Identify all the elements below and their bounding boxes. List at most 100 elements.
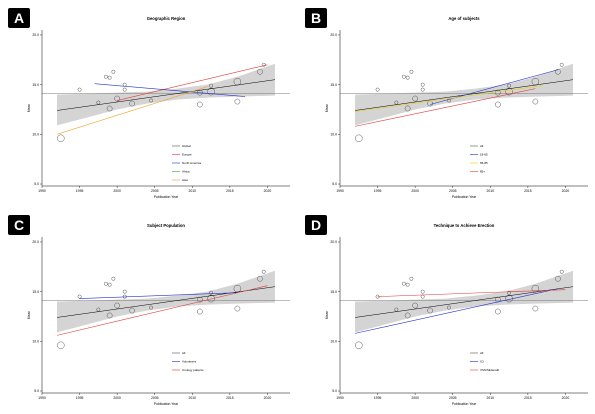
data-point (196, 296, 203, 303)
y-tick-label: 20.0 (32, 240, 39, 244)
legend-entry: All (182, 351, 186, 355)
chart-panel-b: Age of subjects 1990 1995 2000 2005 2010 2015 2… (325, 16, 588, 199)
chart-panel-a: Geographic Region 1990 1995 2000 2005 2010 201… (27, 16, 290, 199)
data-point (420, 289, 425, 294)
x-tick-label: 2010 (487, 396, 495, 400)
data-point (505, 87, 513, 96)
data-point (494, 308, 501, 315)
data-point (129, 307, 136, 314)
data-point (420, 294, 425, 299)
data-point (532, 305, 539, 312)
series-line (117, 64, 268, 101)
overall-trend-line (56, 286, 276, 318)
data-point (355, 341, 363, 350)
data-point (114, 302, 120, 309)
legend-entry: Europe (182, 153, 192, 157)
data-point (207, 294, 215, 303)
legend-entry: Global (182, 144, 191, 148)
data-point (355, 134, 363, 143)
y-tick-label: 15.0 (32, 290, 39, 294)
data-point (196, 308, 203, 315)
data-point (209, 290, 214, 295)
data-point (409, 69, 414, 74)
panel-badge-box (305, 215, 327, 235)
legend-entry: 65-85 (480, 161, 488, 165)
data-point (107, 75, 112, 80)
y-tick-label: 10.0 (330, 340, 337, 344)
x-tick-label: 1995 (374, 396, 382, 400)
y-tick-label: 15.0 (330, 290, 337, 294)
x-axis-label: Publication Year (452, 195, 477, 199)
x-tick-label: 2010 (189, 396, 197, 400)
legend-entry: 18-65 (480, 153, 488, 157)
y-tick-label: 10.0 (32, 340, 39, 344)
chart-title: Age of subjects (448, 16, 480, 21)
data-point (261, 269, 266, 274)
y-tick-label: 5.0 (332, 389, 337, 393)
data-point (494, 101, 501, 108)
x-axis-label: Publication Year (154, 195, 179, 199)
panel-label: C (14, 217, 24, 233)
x-axis-label: Publication Year (452, 402, 477, 406)
data-point (114, 95, 120, 102)
y-axis-label: Mean (27, 311, 31, 320)
data-point (427, 307, 434, 314)
data-point (96, 100, 101, 105)
data-point (122, 289, 127, 294)
x-tick-label: 2005 (449, 396, 457, 400)
overall-trend-line (354, 286, 574, 318)
data-point (555, 275, 561, 282)
panel-badge-box (8, 215, 30, 235)
x-tick-label: 2010 (487, 189, 495, 193)
chart-title: Geographic Region (147, 16, 186, 21)
confidence-band (57, 270, 275, 333)
legend-entry: Urology patients (182, 368, 204, 372)
data-point (394, 100, 399, 105)
data-point (420, 87, 425, 92)
data-point (77, 294, 82, 299)
x-tick-label: 2000 (113, 396, 121, 400)
series-line (354, 85, 543, 112)
data-point (507, 290, 512, 295)
legend-entry: All (480, 351, 484, 355)
series-line (377, 289, 566, 297)
data-point (96, 307, 101, 312)
x-tick-label: 2020 (264, 396, 272, 400)
legend-entry: All (480, 144, 484, 148)
y-tick-label: 20.0 (32, 33, 39, 37)
legend-entry: Volunteers (182, 360, 197, 364)
series-line (79, 292, 238, 299)
x-tick-label: 2020 (562, 396, 570, 400)
series-line (94, 83, 245, 97)
x-tick-label: 1995 (374, 189, 382, 193)
data-point (106, 105, 113, 112)
x-tick-label: 2005 (449, 189, 457, 193)
data-point (375, 87, 380, 92)
y-axis-label: Mean (27, 104, 31, 113)
confidence-band (355, 270, 573, 333)
data-point (409, 276, 414, 281)
data-point (447, 305, 451, 310)
x-tick-label: 2015 (524, 396, 532, 400)
legend-entry: Asia (182, 178, 188, 182)
data-point (412, 95, 418, 102)
y-tick-label: 10.0 (330, 133, 337, 137)
y-tick-label: 10.0 (32, 133, 39, 137)
y-tick-label: 20.0 (330, 240, 337, 244)
confidence-band (57, 63, 275, 126)
x-tick-label: 2015 (524, 189, 532, 193)
x-tick-label: 2020 (562, 189, 570, 193)
x-tick-label: 1990 (336, 396, 344, 400)
x-tick-label: 1990 (38, 396, 46, 400)
data-point (405, 75, 410, 80)
x-tick-label: 2005 (151, 396, 159, 400)
legend-entry: VSS/Sildenafil (480, 368, 499, 372)
x-tick-label: 1995 (76, 396, 84, 400)
panel-badge: A (8, 8, 30, 28)
x-tick-label: 2020 (264, 189, 272, 193)
data-point (103, 281, 108, 286)
data-point (57, 341, 65, 350)
series-line (430, 69, 559, 105)
series-line (354, 88, 536, 127)
